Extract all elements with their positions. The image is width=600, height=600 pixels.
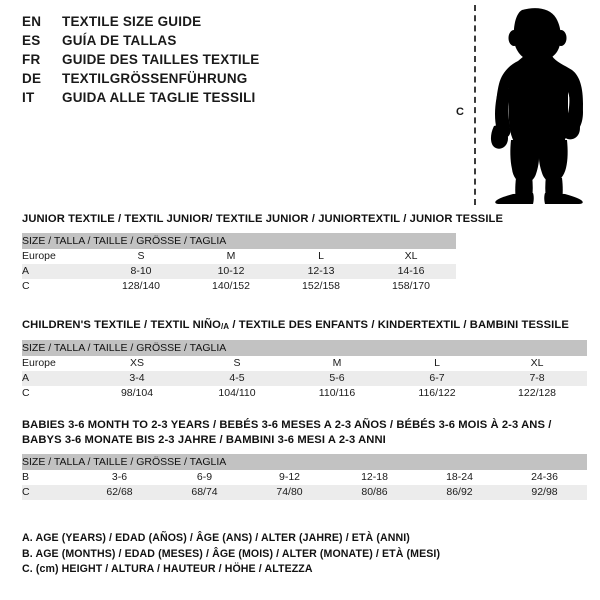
children-europe-xl: XL xyxy=(487,356,588,371)
children-band-label: SIZE / TALLA / TAILLE / GRÖSSE / TAGLIA xyxy=(22,340,588,356)
table-row: C 98/104 104/110 110/116 116/122 122/128 xyxy=(22,386,588,401)
table-row: Europe XS S M L XL xyxy=(22,356,588,371)
children-c-4: 116/122 xyxy=(387,386,487,401)
language-code-en: EN xyxy=(22,14,42,29)
babies-band-label: SIZE / TALLA / TAILLE / GRÖSSE / TAGLIA xyxy=(22,454,588,470)
children-table-band-row: SIZE / TALLA / TAILLE / GRÖSSE / TAGLIA xyxy=(22,340,588,356)
junior-row-label-a: A xyxy=(22,264,96,279)
language-title-en: TEXTILE SIZE GUIDE xyxy=(62,14,202,29)
size-illustration: C xyxy=(440,0,600,212)
junior-c-3: 152/158 xyxy=(276,279,366,294)
table-row: A 3-4 4-5 5-6 6-7 7-8 xyxy=(22,371,588,386)
language-code-fr: FR xyxy=(22,52,41,67)
babies-table-band-row: SIZE / TALLA / TAILLE / GRÖSSE / TAGLIA xyxy=(22,454,588,470)
children-c-5: 122/128 xyxy=(487,386,588,401)
children-title-prefix: CHILDREN'S TEXTILE / TEXTIL NIÑO xyxy=(22,319,221,331)
junior-europe-xs: S xyxy=(96,249,186,264)
babies-b-5: 18-24 xyxy=(417,470,502,485)
legend-line-a: A. AGE (YEARS) / EDAD (AÑOS) / ÂGE (ANS)… xyxy=(22,532,410,544)
children-a-5: 7-8 xyxy=(487,371,588,386)
height-marker-label: C xyxy=(456,106,464,118)
children-row-label-europe: Europe xyxy=(22,356,87,371)
children-c-3: 110/116 xyxy=(287,386,387,401)
language-code-de: DE xyxy=(22,71,42,86)
section-junior-textile: JUNIOR TEXTILE / TEXTIL JUNIOR/ TEXTILE … xyxy=(22,212,503,294)
children-europe-xs: XS xyxy=(87,356,187,371)
language-header-block: EN TEXTILE SIZE GUIDE ES GUÍA DE TALLAS … xyxy=(22,14,442,109)
babies-c-3: 74/80 xyxy=(247,485,332,500)
language-code-it: IT xyxy=(22,90,35,105)
table-row: C 62/68 68/74 74/80 80/86 86/92 92/98 xyxy=(22,485,588,500)
babies-b-1: 3-6 xyxy=(77,470,162,485)
children-size-table: SIZE / TALLA / TAILLE / GRÖSSE / TAGLIA … xyxy=(22,340,588,401)
table-row: Europe S M L XL xyxy=(22,249,457,264)
junior-row-label-europe: Europe xyxy=(22,249,96,264)
language-title-es: GUÍA DE TALLAS xyxy=(62,33,177,48)
junior-band-label: SIZE / TALLA / TAILLE / GRÖSSE / TAGLIA xyxy=(22,233,457,249)
children-title-subscript: /A xyxy=(220,322,230,331)
junior-a-4: 14-16 xyxy=(366,264,457,279)
table-row: A 8-10 10-12 12-13 14-16 xyxy=(22,264,457,279)
children-a-3: 5-6 xyxy=(287,371,387,386)
babies-b-3: 9-12 xyxy=(247,470,332,485)
children-a-4: 6-7 xyxy=(387,371,487,386)
children-europe-s: S xyxy=(187,356,287,371)
table-row: C 128/140 140/152 152/158 158/170 xyxy=(22,279,457,294)
junior-a-3: 12-13 xyxy=(276,264,366,279)
height-measure-dashed-line xyxy=(474,5,476,205)
junior-a-1: 8-10 xyxy=(96,264,186,279)
babies-c-2: 68/74 xyxy=(162,485,247,500)
section-title-babies-line2: BABYS 3-6 MONATE BIS 2-3 JAHRE / BAMBINI… xyxy=(22,434,386,446)
toddler-silhouette-icon xyxy=(490,8,583,204)
legend-line-b: B. AGE (MONTHS) / EDAD (MESES) / ÂGE (MO… xyxy=(22,547,441,560)
junior-a-2: 10-12 xyxy=(186,264,276,279)
babies-b-6: 24-36 xyxy=(502,470,588,485)
language-row-en: EN TEXTILE SIZE GUIDE xyxy=(22,14,442,33)
babies-size-table: SIZE / TALLA / TAILLE / GRÖSSE / TAGLIA … xyxy=(22,454,588,500)
junior-c-4: 158/170 xyxy=(366,279,457,294)
children-c-1: 98/104 xyxy=(87,386,187,401)
babies-c-5: 86/92 xyxy=(417,485,502,500)
legend-line-c: C. (cm) HEIGHT / ALTURA / HAUTEUR / HÖHE… xyxy=(22,563,313,575)
language-row-es: ES GUÍA DE TALLAS xyxy=(22,33,442,52)
section-title-children: CHILDREN'S TEXTILE / TEXTIL NIÑO/A / TEX… xyxy=(22,318,587,334)
section-title-junior: JUNIOR TEXTILE / TEXTIL JUNIOR/ TEXTILE … xyxy=(22,213,504,225)
measurement-legend: A. AGE (YEARS) / EDAD (AÑOS) / ÂGE (ANS)… xyxy=(22,531,440,578)
section-children-textile: CHILDREN'S TEXTILE / TEXTIL NIÑO/A / TEX… xyxy=(22,318,588,401)
children-europe-l: L xyxy=(387,356,487,371)
junior-c-2: 140/152 xyxy=(186,279,276,294)
babies-c-6: 92/98 xyxy=(502,485,588,500)
language-code-es: ES xyxy=(22,33,41,48)
language-title-de: TEXTILGRÖSSENFÜHRUNG xyxy=(62,71,248,86)
junior-europe-m: M xyxy=(186,249,276,264)
babies-c-4: 80/86 xyxy=(332,485,417,500)
junior-table-band-row: SIZE / TALLA / TAILLE / GRÖSSE / TAGLIA xyxy=(22,233,457,249)
children-row-label-a: A xyxy=(22,371,87,386)
babies-row-label-c: C xyxy=(22,485,77,500)
junior-europe-l: L xyxy=(276,249,366,264)
children-a-1: 3-4 xyxy=(87,371,187,386)
children-title-suffix: / TEXTILE DES ENFANTS / KINDERTEXTIL / B… xyxy=(229,319,569,331)
language-row-fr: FR GUIDE DES TAILLES TEXTILE xyxy=(22,52,442,71)
language-row-it: IT GUIDA ALLE TAGLIE TESSILI xyxy=(22,90,442,109)
children-europe-m: M xyxy=(287,356,387,371)
children-a-2: 4-5 xyxy=(187,371,287,386)
babies-row-label-b: B xyxy=(22,470,77,485)
language-title-it: GUIDA ALLE TAGLIE TESSILI xyxy=(62,90,256,105)
section-title-babies-line1: BABIES 3-6 MONTH TO 2-3 YEARS / BEBÉS 3-… xyxy=(22,419,552,431)
junior-europe-xl: XL xyxy=(366,249,457,264)
junior-c-1: 128/140 xyxy=(96,279,186,294)
junior-row-label-c: C xyxy=(22,279,96,294)
junior-size-table: SIZE / TALLA / TAILLE / GRÖSSE / TAGLIA … xyxy=(22,233,457,294)
children-c-2: 104/110 xyxy=(187,386,287,401)
children-row-label-c: C xyxy=(22,386,87,401)
language-title-fr: GUIDE DES TAILLES TEXTILE xyxy=(62,52,260,67)
babies-b-4: 12-18 xyxy=(332,470,417,485)
babies-b-2: 6-9 xyxy=(162,470,247,485)
section-babies-textile: BABIES 3-6 MONTH TO 2-3 YEARS / BEBÉS 3-… xyxy=(22,418,588,500)
table-row: B 3-6 6-9 9-12 12-18 18-24 24-36 xyxy=(22,470,588,485)
language-row-de: DE TEXTILGRÖSSENFÜHRUNG xyxy=(22,71,442,90)
babies-c-1: 62/68 xyxy=(77,485,162,500)
